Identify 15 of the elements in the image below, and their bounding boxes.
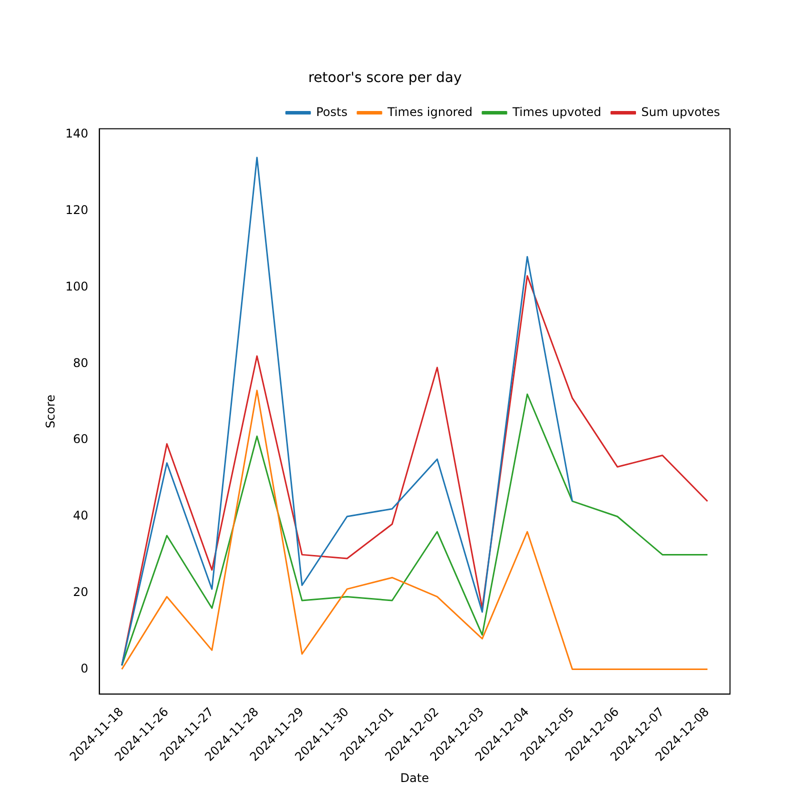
y-tick-label: 80 <box>73 356 88 370</box>
y-tick-label: 40 <box>73 508 88 523</box>
y-tick-label: 140 <box>65 126 88 141</box>
y-tick-label: 60 <box>73 432 88 446</box>
legend-label: Sum upvotes <box>641 104 720 119</box>
y-tick-label: 0 <box>80 661 88 676</box>
legend-label: Posts <box>316 104 348 119</box>
y-tick-label: 100 <box>65 279 88 294</box>
legend-label: Times ignored <box>386 104 472 119</box>
y-axis-title: Score <box>43 394 58 428</box>
x-axis-title: Date <box>400 770 429 785</box>
y-tick-label: 20 <box>73 585 88 600</box>
legend-label: Times upvoted <box>511 104 602 119</box>
y-tick-label: 120 <box>65 203 88 218</box>
chart-title: retoor's score per day <box>308 70 462 86</box>
